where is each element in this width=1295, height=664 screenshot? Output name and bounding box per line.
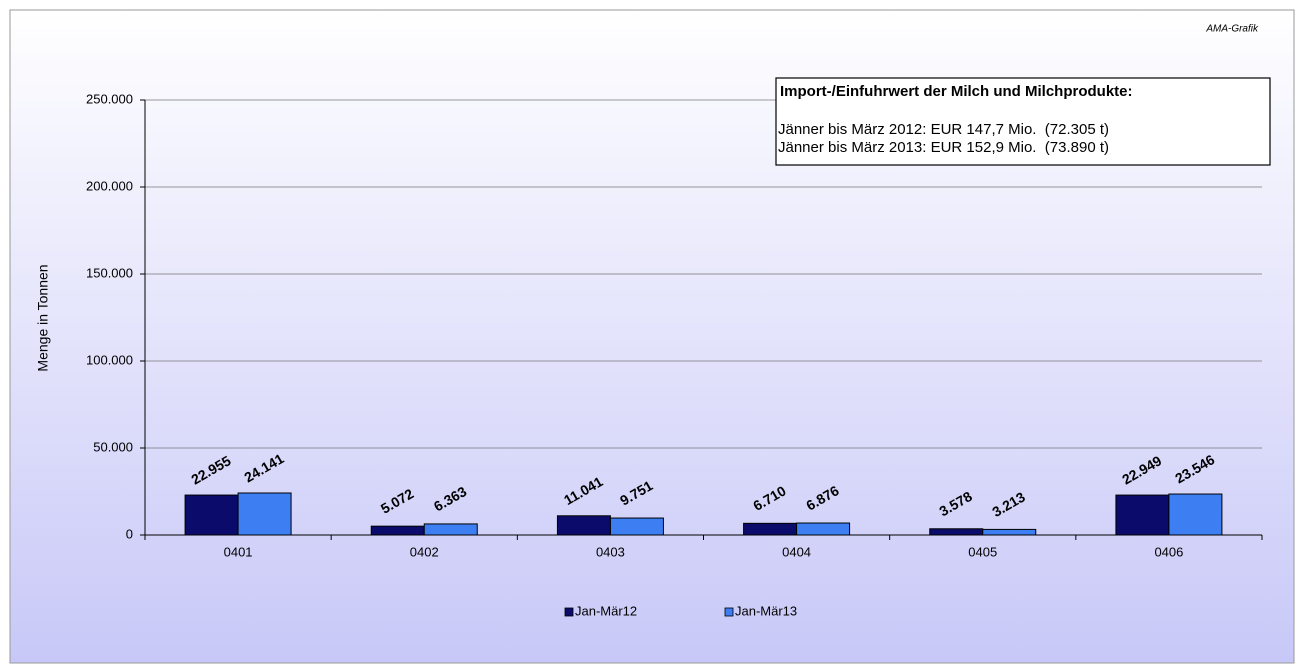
x-tick-label: 0403 <box>596 544 625 559</box>
bar <box>423 523 478 536</box>
x-tick-label: 0404 <box>782 544 811 559</box>
y-tick-label: 200.000 <box>86 178 133 193</box>
bar <box>556 515 611 536</box>
legend-swatch <box>564 607 574 617</box>
bar <box>184 494 239 536</box>
legend-label: Jan-Mär13 <box>735 603 797 618</box>
annotation-title: Import-/Einfuhrwert der Milch und Milchp… <box>780 83 1133 100</box>
y-tick-label: 0 <box>126 526 133 541</box>
bar <box>743 522 798 536</box>
bar <box>982 528 1037 536</box>
x-tick-label: 0402 <box>410 544 439 559</box>
bar <box>1168 493 1223 536</box>
annotation-box <box>775 77 1271 166</box>
y-tick-label: 100.000 <box>86 352 133 367</box>
y-tick-label: 150.000 <box>86 265 133 280</box>
bar <box>609 517 664 536</box>
bar <box>1115 494 1170 536</box>
credit: AMA-Grafik <box>1205 24 1259 35</box>
bar <box>796 522 851 536</box>
annotation-line: Jänner bis März 2012: EUR 147,7 Mio. (72… <box>778 121 1109 138</box>
bar <box>237 492 292 536</box>
x-tick-label: 0406 <box>1154 544 1183 559</box>
bar <box>929 528 984 536</box>
bar <box>370 525 425 536</box>
legend-swatch <box>724 607 734 617</box>
y-tick-label: 50.000 <box>93 439 133 454</box>
legend-label: Jan-Mär12 <box>575 603 637 618</box>
annotation-line: Jänner bis März 2013: EUR 152,9 Mio. (73… <box>778 139 1109 156</box>
y-axis-label: Menge in Tonnen <box>35 264 51 371</box>
x-tick-label: 0401 <box>224 544 253 559</box>
y-tick-label: 250.000 <box>86 91 133 106</box>
x-tick-label: 0405 <box>968 544 997 559</box>
